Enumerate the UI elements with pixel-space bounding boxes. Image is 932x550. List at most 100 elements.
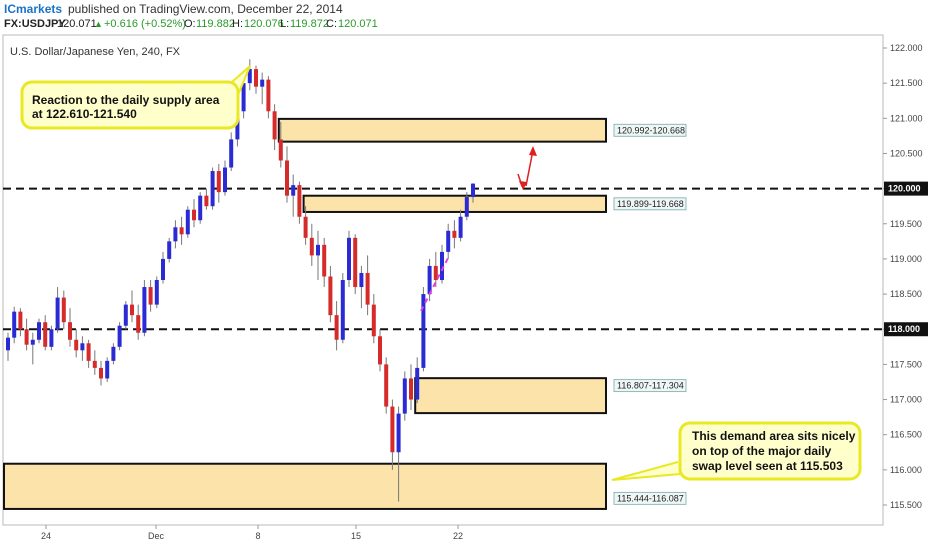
y-tick-label: 119.500 [890, 219, 922, 229]
candle [55, 287, 60, 333]
low-label: L: [280, 18, 289, 30]
x-tick-label: 8 [255, 531, 260, 541]
candle-body [359, 272, 364, 288]
candle-body [204, 195, 209, 207]
candle-body [316, 244, 320, 256]
y-tick-label: 121.500 [890, 78, 923, 88]
arrow-up-head-icon [529, 146, 537, 156]
candle [12, 306, 17, 344]
candle [247, 59, 252, 91]
projection-arrows [517, 146, 537, 190]
candle-body [285, 160, 289, 196]
candle [111, 343, 116, 365]
close-value: 120.071 [338, 18, 378, 30]
candle-body [99, 367, 103, 379]
candle-body [185, 209, 190, 235]
candle [229, 132, 234, 172]
candle [297, 181, 302, 224]
y-tick-label: 120.500 [890, 148, 923, 158]
candle [322, 237, 327, 288]
candle-body [309, 237, 314, 256]
callout-supply: Reaction to the daily supply area at 122… [20, 65, 251, 130]
candle [378, 329, 382, 372]
zones: 120.992-120.668 119.899-119.668 116.807-11… [3, 117, 687, 510]
up-triangle-icon: ▲ [94, 19, 103, 29]
candle-body [347, 237, 351, 281]
x-tick-label: 24 [41, 531, 51, 541]
candle-body [266, 79, 271, 112]
candle-body [402, 378, 407, 414]
x-axis: 24 Dec 8 15 22 [41, 525, 463, 541]
candle-body [92, 360, 97, 368]
zone-label: 115.444-116.087 [617, 493, 684, 503]
open-value: 119.882 [196, 18, 235, 30]
candle [328, 265, 333, 323]
candle [458, 209, 463, 242]
high-value: 120.076 [244, 18, 284, 30]
y-tick-label: 118.500 [890, 289, 922, 299]
candle [86, 339, 91, 368]
callout-line: swap level seen at 115.503 [692, 459, 843, 473]
candle [185, 206, 190, 238]
candle [198, 192, 203, 224]
candle [278, 121, 283, 168]
candle-body [291, 185, 296, 196]
candle-body [43, 322, 48, 347]
y-tick-label: 122.000 [890, 43, 923, 53]
candle [179, 216, 184, 245]
arrow-up-segment [525, 149, 534, 187]
candle-body [260, 79, 265, 87]
candle-body [123, 304, 128, 326]
candle-body [247, 69, 252, 84]
chart-title: U.S. Dollar/Japanese Yen, 240, FX [10, 46, 181, 58]
price-change: +0.616 (+0.52%) [104, 18, 186, 30]
candle-body [303, 216, 308, 238]
candle [210, 167, 215, 210]
candle [433, 251, 438, 288]
candle [359, 265, 364, 309]
level-label: 118.000 [888, 324, 920, 334]
candle-body [61, 297, 66, 323]
candle [148, 280, 153, 312]
candle [390, 399, 395, 470]
candle-body [192, 209, 196, 221]
candle-body [12, 311, 17, 338]
y-tick-label: 117.500 [890, 359, 922, 369]
candle [260, 72, 265, 105]
candle-body [216, 171, 221, 193]
candle [117, 322, 122, 351]
candle-body [390, 406, 395, 453]
candle [18, 308, 23, 337]
candle [421, 287, 426, 372]
candle [402, 371, 407, 421]
symbol-label: FX:USDJPY [4, 18, 66, 30]
candle-body [241, 83, 246, 112]
candle [316, 230, 320, 281]
candle-body [198, 195, 203, 221]
candle [309, 223, 314, 266]
candle-body [18, 311, 23, 330]
candle-body [68, 322, 72, 340]
candle-body [458, 216, 463, 238]
candle-body [142, 287, 147, 333]
candle [105, 357, 110, 382]
callout-line: on top of the major daily [692, 444, 832, 458]
candle [223, 160, 227, 196]
candle [61, 290, 66, 330]
high-label: H: [232, 18, 243, 30]
candle-body [49, 329, 54, 347]
close-label: C: [326, 18, 337, 30]
brand-link[interactable]: ICmarkets [4, 2, 62, 16]
candle-body [433, 265, 438, 281]
candle [167, 237, 172, 263]
callout-line: This demand area sits nicely [692, 429, 856, 443]
candle-body [340, 280, 345, 340]
candle [303, 206, 308, 245]
callout-demand: This demand area sits nicely on top of t… [611, 421, 862, 481]
candle-body [80, 343, 85, 351]
candle [161, 251, 165, 284]
candle [471, 183, 475, 203]
candle-body [74, 339, 79, 351]
candle-body [297, 185, 302, 217]
